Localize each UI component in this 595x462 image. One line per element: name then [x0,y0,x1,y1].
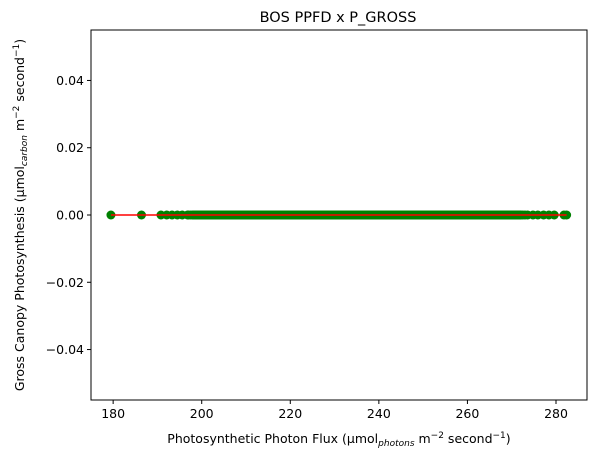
y-axis-label-mid2: second [12,57,27,106]
x-axis-label: Photosynthetic Photon Flux (µmolphotons … [167,431,510,449]
y-tick-label-1: 0.02 [56,140,84,155]
x-axis-label-suffix: ) [506,431,511,446]
x-axis-label-sub: photons [377,439,415,449]
y-tick-label-2: 0.00 [56,208,84,223]
y-axis-label-suffix: ) [12,39,27,44]
y-axis-label-sub: carbon [20,135,30,166]
x-axis-label-sup1: −2 [431,431,444,441]
y-axis-label-mid: m [12,119,27,135]
x-axis-label-sup2: −1 [493,431,506,441]
plot-frame [90,29,588,401]
y-axis-label: Gross Canopy Photosynthesis (µmolcarbon … [12,39,30,391]
data-marks [106,210,572,220]
y-axis-label-sup1: −2 [12,106,22,119]
y-axis-label-sup2: −1 [12,44,22,57]
x-tick-label-2: 220 [278,406,302,421]
x-tick-label-1: 200 [190,406,214,421]
x-tick-label-4: 260 [455,406,479,421]
chart-title: BOS PPFD x P_GROSS [260,10,417,26]
y-axis-label-prefix: Gross Canopy Photosynthesis (µmol [12,166,27,391]
axis-ticks: 180 200 220 240 260 280 0.04 0.02 0.00 −0.02 −0.04 [46,73,568,421]
x-tick-label-0: 180 [101,406,125,421]
y-tick-label-4: −0.04 [46,342,84,357]
y-tick-label-3: −0.02 [46,275,84,290]
x-axis-label-mid2: second [444,431,493,446]
x-tick-label-3: 240 [367,406,391,421]
x-axis-label-mid: m [415,431,431,446]
y-tick-label-0: 0.04 [56,73,84,88]
x-tick-label-5: 280 [544,406,568,421]
x-axis-label-prefix: Photosynthetic Photon Flux (µmol [167,431,378,446]
